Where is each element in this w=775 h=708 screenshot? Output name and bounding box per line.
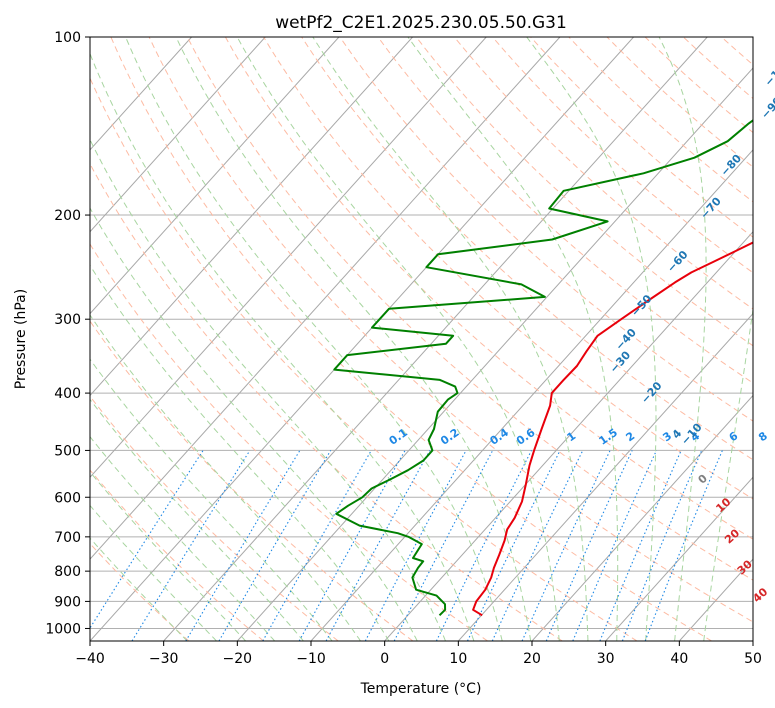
- moist-adiabat-26: [312, 37, 589, 641]
- moist-adiabat--14: [90, 398, 304, 641]
- isotherm-10: [457, 312, 753, 641]
- dry-adiabat-0: [90, 320, 414, 641]
- dry-adiabat-10: [90, 243, 488, 641]
- mixing-ratio-0.1: [90, 450, 204, 630]
- isotherm--80: [90, 37, 340, 315]
- y-tick-label: 300: [54, 312, 81, 328]
- y-tick-label: 400: [54, 386, 81, 402]
- isotherm--20: [236, 67, 753, 641]
- mixing-ratio-1.5: [298, 450, 406, 641]
- moist-adiabat-34: [526, 37, 657, 641]
- x-tick-label: −20: [223, 651, 253, 667]
- moist-adiabat--18: [90, 435, 275, 641]
- y-tick-label: 1000: [45, 621, 81, 637]
- y-tick-label: 100: [54, 30, 81, 46]
- x-tick-label: 40: [670, 651, 688, 667]
- moist-adiabat-38: [658, 37, 707, 641]
- dry-adiabat-100: [339, 37, 753, 422]
- sounding-lines: [333, 119, 753, 617]
- mixing-ratio-6: [435, 450, 532, 641]
- mixing-ratio-13: [521, 450, 611, 641]
- plot-frame: [89, 36, 754, 642]
- x-tick-label: 10: [449, 651, 467, 667]
- dry-adiabat-50: [148, 37, 753, 623]
- x-tick-label: 20: [523, 651, 541, 667]
- isotherm--90: [90, 37, 266, 233]
- x-tick-label: 30: [597, 651, 615, 667]
- y-tick-label: 700: [54, 530, 81, 546]
- moist-adiabat--2: [90, 264, 390, 641]
- moist-adiabat-42: [703, 305, 753, 641]
- isotherm--100: [90, 37, 192, 151]
- isotherm-0: [384, 230, 753, 641]
- isotherm-30: [605, 476, 753, 641]
- isotherm--30: [163, 37, 708, 641]
- dry-adiabat-70: [224, 37, 753, 540]
- x-tick-label: −30: [149, 651, 179, 667]
- moist-adiabat-18: [175, 37, 532, 641]
- dry-adiabat-60: [186, 37, 753, 581]
- dry-adiabat-170: [606, 37, 753, 168]
- dry-adiabat-130: [453, 37, 753, 310]
- moist-adiabat-2: [90, 207, 418, 641]
- y-axis-label: Pressure (hPa): [13, 289, 29, 389]
- y-tick-label: 800: [54, 564, 81, 580]
- isotherm--50: [90, 37, 561, 560]
- moist-adiabat--6: [90, 314, 362, 641]
- isotherm--60: [90, 37, 487, 479]
- dry-adiabat-120: [415, 37, 753, 347]
- y-tick-label: 900: [54, 594, 81, 610]
- dry-adiabat-40: [110, 37, 712, 641]
- mixing-ratio-0.4: [185, 450, 301, 641]
- mixing-ratio-10: [491, 450, 584, 641]
- mixing-ratio-1: [262, 450, 372, 641]
- y-tick-label: 500: [54, 443, 81, 459]
- axis-ticks: −40 −30 −20 −10 0 10 20 30 40 50 100 200 300 400 500 60…: [45, 30, 762, 667]
- mixing-ratio-16: [545, 450, 633, 641]
- dry-adiabat-20: [90, 162, 563, 641]
- dry-adiabat--10: [90, 395, 339, 641]
- isotherm-20: [531, 394, 753, 641]
- chart-title: wetPf2_C2E1.2025.230.05.50.G31: [275, 13, 567, 33]
- moist-adiabat-6: [90, 138, 447, 641]
- moist-adiabat--22: [90, 471, 247, 641]
- x-tick-label: 50: [744, 651, 762, 667]
- temperature-profile: [472, 241, 753, 617]
- mixing-ratio-8: [467, 450, 561, 641]
- x-axis-label: Temperature (°C): [360, 681, 482, 697]
- dewpoint-profile: [333, 119, 753, 617]
- moist-adiabat-10: [90, 52, 475, 641]
- dry-adiabat-110: [377, 37, 753, 384]
- mixing-ratio-0.6: [218, 450, 332, 641]
- mixing-ratio-20: [572, 450, 657, 641]
- mixing-ratio-25: [599, 450, 682, 641]
- isotherm--10: [310, 149, 753, 641]
- moist-adiabat--10: [90, 358, 333, 641]
- y-tick-label: 600: [54, 490, 81, 506]
- mixing-ratio-2: [325, 450, 431, 641]
- dry-adiabat-140: [492, 37, 753, 274]
- x-tick-label: 0: [380, 651, 389, 667]
- isotherm--40: [90, 37, 634, 641]
- x-tick-label: −40: [75, 651, 105, 667]
- moist-adiabat-14: [125, 37, 503, 641]
- dry-adiabat-30: [90, 77, 638, 641]
- x-tick-label: −10: [296, 651, 326, 667]
- dry-adiabat-80: [263, 37, 753, 500]
- y-tick-label: 200: [54, 208, 81, 224]
- moist-adiabat-22: [236, 37, 560, 641]
- mixing-ratio-0.2: [131, 450, 251, 641]
- background-lines: [90, 37, 753, 641]
